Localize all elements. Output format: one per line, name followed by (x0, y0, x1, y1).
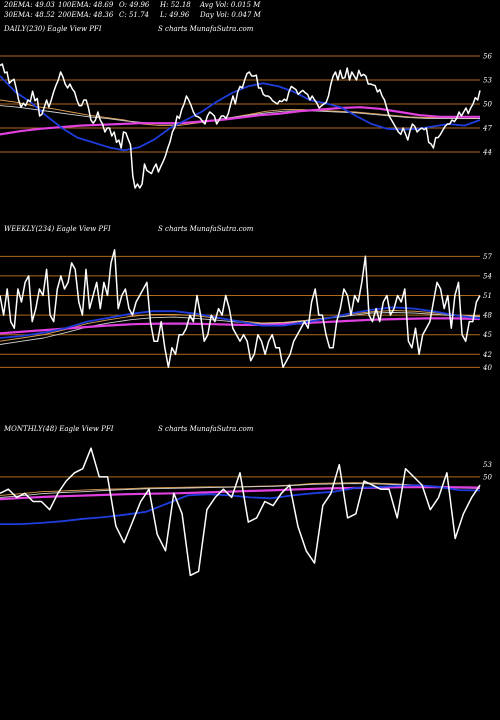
weekly-y-tick-label: 48 (482, 312, 492, 320)
weekly-price-line (0, 249, 481, 369)
monthly-y-tick-label: 50 (483, 473, 492, 481)
monthly-panel: 53 50 (0, 447, 492, 577)
daily-price-line (0, 63, 481, 189)
weekly-y-tick-label: 57 (483, 253, 492, 261)
stat-200ema: 200EMA: 48.36 (58, 11, 114, 19)
stat-100ema: 100EMA: 48.69 (58, 1, 114, 9)
weekly-panel-watermark: S charts MunafaSutra.com (158, 225, 254, 233)
monthly-price-line (0, 447, 481, 577)
weekly-y-tick-label: 54 (483, 272, 492, 280)
daily-y-tick-label: 47 (482, 125, 492, 133)
daily-ema-mid2-line (0, 105, 480, 125)
stat-open: O: 49.96 (119, 1, 150, 9)
weekly-panel: 57 54 51 48 45 42 40 (0, 249, 492, 372)
monthly-ema-long-line (0, 486, 481, 501)
monthly-y-tick-label: 53 (483, 461, 492, 469)
stat-low: L: 49.96 (160, 11, 190, 19)
monthly-panel-watermark: S charts MunafaSutra.com (158, 425, 254, 433)
daily-ema-long-line (0, 106, 480, 136)
daily-y-tick-label: 44 (482, 149, 492, 157)
stat-avg-vol: Avg Vol: 0.015 M (200, 1, 261, 9)
stat-30ema: 30EMA: 48.52 (4, 11, 55, 19)
weekly-ema-short-line (0, 306, 481, 339)
weekly-ema-long-line (0, 317, 481, 335)
daily-ema-short-line (0, 75, 481, 152)
daily-panel-watermark: S charts MunafaSutra.com (158, 25, 254, 33)
weekly-y-tick-label: 40 (482, 364, 492, 372)
weekly-y-tick-label: 45 (482, 331, 492, 339)
daily-panel-label: DAILY(230) Eagle View PFI (4, 25, 102, 33)
stat-close: C: 51.74 (119, 11, 149, 19)
stat-20ema: 20EMA: 49.03 (4, 1, 55, 9)
stat-high: H: 52.18 (160, 1, 191, 9)
daily-panel: 56 53 50 47 44 (0, 53, 492, 189)
monthly-ema-short-line (0, 484, 481, 525)
monthly-ema-mid2-line (0, 483, 481, 498)
weekly-y-tick-label: 42 (482, 351, 492, 359)
stat-day-vol: Day Vol: 0.047 M (200, 11, 261, 19)
daily-y-tick-label: 53 (483, 77, 492, 85)
daily-y-tick-label: 56 (483, 53, 492, 61)
weekly-y-tick-label: 51 (483, 292, 492, 300)
weekly-panel-label: WEEKLY(234) Eagle View PFI (4, 225, 111, 233)
monthly-panel-label: MONTHLY(48) Eagle View PFI (4, 425, 114, 433)
daily-y-tick-label: 50 (483, 101, 492, 109)
